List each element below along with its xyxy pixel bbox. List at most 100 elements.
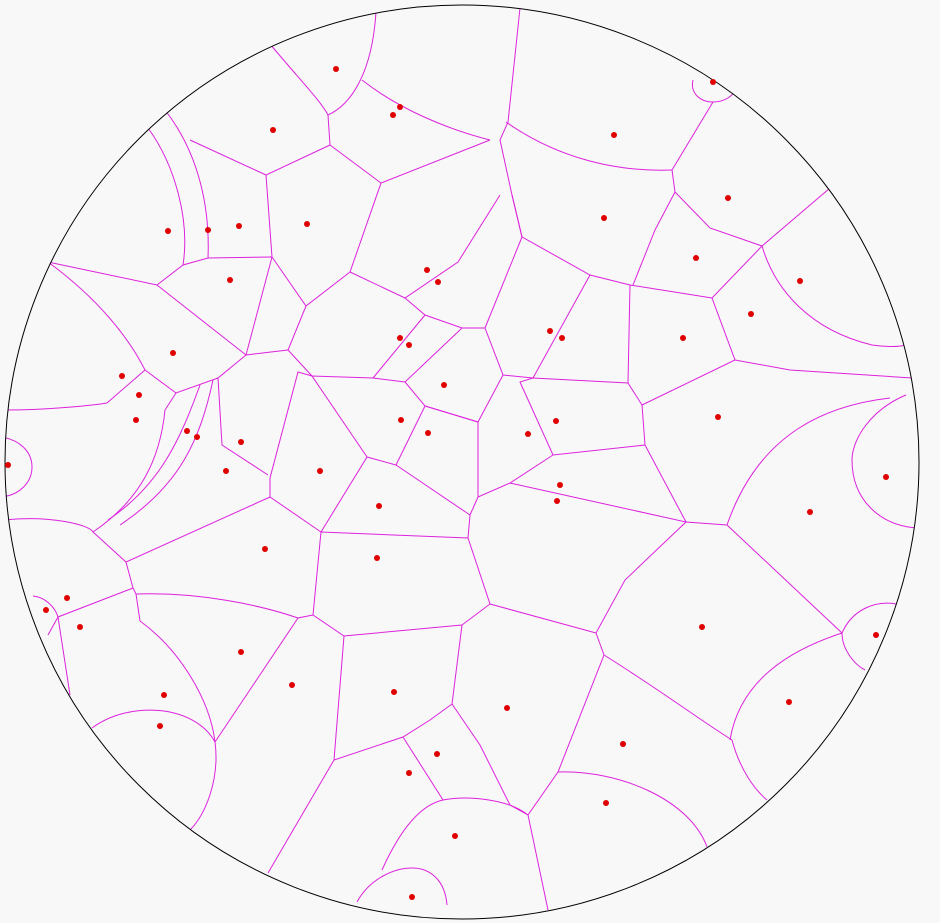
cell-edge — [217, 377, 269, 476]
cell-edge — [477, 327, 554, 498]
cell-edge — [135, 593, 299, 619]
site-point — [434, 751, 440, 757]
site-point — [873, 632, 879, 638]
site-point — [748, 311, 754, 317]
site-point — [611, 132, 617, 138]
site-point — [374, 555, 380, 561]
cell-edge — [509, 482, 688, 911]
cell-edge — [851, 394, 917, 529]
cell-edge — [312, 531, 469, 637]
cell-edge — [139, 620, 216, 743]
cell-edge — [156, 256, 273, 356]
cell-edge — [627, 284, 631, 384]
cell-edge — [395, 464, 471, 516]
cell-edge — [644, 444, 843, 634]
site-point — [601, 215, 607, 221]
cell-edge — [147, 127, 186, 266]
cell-edge — [511, 194, 523, 238]
cell-edge — [119, 379, 214, 526]
site-point — [693, 255, 699, 261]
cell-edge — [356, 867, 448, 906]
site-point — [553, 418, 559, 424]
cell-edge — [489, 603, 597, 634]
cell-edge — [404, 297, 485, 329]
site-point — [391, 689, 397, 695]
site-point — [406, 770, 412, 776]
site-point — [165, 228, 171, 234]
cell-edge — [380, 139, 491, 184]
site-point — [390, 112, 396, 118]
cell-edge — [451, 703, 529, 816]
site-point — [559, 335, 565, 341]
site-point — [133, 417, 139, 423]
cell-edge — [557, 771, 708, 848]
site-point — [603, 800, 609, 806]
site-point — [883, 474, 889, 480]
site-point — [262, 546, 268, 552]
site-point — [333, 66, 339, 72]
cell-edge — [641, 245, 763, 406]
cell-edge — [726, 397, 891, 526]
cell-edge — [603, 654, 768, 801]
site-point — [554, 498, 560, 504]
site-point — [64, 595, 70, 601]
site-point — [435, 279, 441, 285]
cell-edge — [734, 359, 913, 379]
site-point — [710, 79, 716, 85]
site-point — [398, 417, 404, 423]
cell-edge — [311, 375, 406, 458]
cell-edge — [47, 616, 59, 636]
site-point — [238, 649, 244, 655]
cell-edge — [671, 101, 714, 171]
site-point — [786, 699, 792, 705]
site-point — [157, 723, 163, 729]
disk-boundary — [4, 4, 920, 920]
cell-edge — [32, 595, 59, 618]
site-point — [304, 221, 310, 227]
site-point — [170, 350, 176, 356]
site-point — [184, 428, 190, 434]
cell-edge — [505, 121, 673, 171]
site-point — [525, 431, 531, 437]
site-point — [5, 462, 11, 468]
cell-edge — [269, 11, 377, 116]
cell-edge — [674, 187, 831, 247]
site-point — [236, 223, 242, 229]
cell-edge — [144, 354, 247, 394]
cell-edge — [5, 436, 33, 498]
site-point — [397, 104, 403, 110]
cell-edge — [125, 561, 141, 622]
cell-edge — [189, 139, 267, 176]
site-point — [715, 414, 721, 420]
site-point — [699, 624, 705, 630]
site-point — [119, 373, 125, 379]
site-point — [452, 833, 458, 839]
cell-edge — [841, 602, 897, 671]
cell-edge — [327, 114, 382, 273]
cell-edge — [761, 245, 906, 347]
cell-edge — [484, 236, 631, 329]
cell-edge — [47, 261, 146, 371]
cell-edge — [164, 109, 209, 259]
site-point — [424, 267, 430, 273]
site-point — [227, 277, 233, 283]
cell-edge — [5, 518, 94, 533]
site-point — [194, 434, 200, 440]
cell-edge — [106, 369, 146, 404]
cell-edge — [47, 261, 158, 286]
cell-edge — [372, 314, 426, 379]
site-point — [797, 278, 803, 284]
cell-edge — [214, 614, 314, 743]
site-point — [620, 741, 626, 747]
site-points — [5, 66, 889, 900]
cell-edge — [5, 402, 108, 411]
site-point — [547, 328, 553, 334]
site-point — [397, 335, 403, 341]
site-point — [270, 127, 276, 133]
site-point — [406, 342, 412, 348]
cell-edge — [269, 371, 322, 533]
cell-edge — [361, 79, 491, 141]
site-point — [161, 692, 167, 698]
cell-edge — [107, 384, 201, 521]
